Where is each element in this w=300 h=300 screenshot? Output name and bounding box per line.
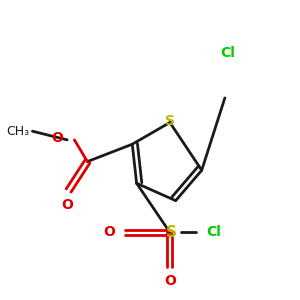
Text: O: O xyxy=(103,226,115,239)
Text: S: S xyxy=(165,114,175,128)
Text: S: S xyxy=(166,225,177,240)
Text: O: O xyxy=(61,198,73,212)
Text: CH₃: CH₃ xyxy=(6,125,29,138)
Text: O: O xyxy=(164,274,176,288)
Text: Cl: Cl xyxy=(220,46,235,60)
Text: O: O xyxy=(51,131,63,146)
Text: Cl: Cl xyxy=(206,226,221,239)
